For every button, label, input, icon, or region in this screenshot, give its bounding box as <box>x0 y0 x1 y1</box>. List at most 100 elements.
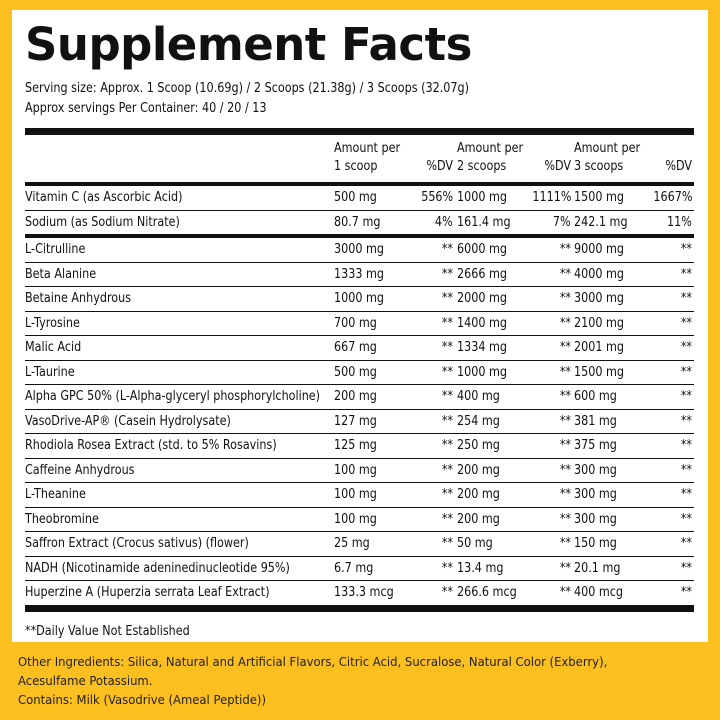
amount-1-scoop: 25 mg <box>334 536 370 551</box>
row-divider <box>25 531 694 532</box>
dv-1-scoop: ** <box>441 364 453 380</box>
amount-2-scoops: 400 mg <box>457 389 500 404</box>
amount-3-scoops: 300 mg <box>574 462 617 478</box>
row-divider <box>25 506 694 508</box>
dv-1-scoop: ** <box>441 511 453 527</box>
other-ingredients-line1: Other Ingredients: Silica, Natural and A… <box>18 654 608 669</box>
row-divider <box>25 310 694 312</box>
amount-2-scoops: 266.6 mcg <box>457 585 517 600</box>
amount-1-scoop: 1000 mg <box>334 291 385 306</box>
dv-1-scoop: ** <box>441 462 453 478</box>
supplement-facts-panel: Supplement Facts Serving size: Approx. 1… <box>12 10 708 642</box>
table-row: L-Citrulline 3000 mg ** 6000 mg ** 9000 mg ** <box>25 238 694 262</box>
dv-2-scoops: ** <box>559 536 571 551</box>
ingredient-name: L-Citrulline <box>25 242 86 257</box>
amount-1-scoop: 100 mg <box>334 511 377 527</box>
group-divider <box>25 234 694 238</box>
dv-3-scoops: 11% <box>667 214 692 230</box>
table-row: Huperzine A (Huperzia serrata Leaf Extra… <box>25 581 694 605</box>
table-row: Malic Acid 667 mg ** 1334 mg ** 2001 mg ** <box>25 336 694 360</box>
dv-1-scoop: 4% <box>435 214 453 230</box>
row-divider <box>25 359 694 361</box>
amount-1-scoop: 100 mg <box>334 487 377 502</box>
ingredient-name: Huperzine A (Huperzia serrata Leaf Extra… <box>25 585 270 600</box>
amount-2-scoops: 161.4 mg <box>457 214 511 230</box>
dv-3-scoops: ** <box>680 438 692 453</box>
row-divider <box>25 433 694 434</box>
amount-2-scoops: 250 mg <box>457 438 500 453</box>
amount-3-scoops: 300 mg <box>574 511 617 527</box>
table-row: L-Theanine 100 mg ** 200 mg ** 300 mg ** <box>25 483 694 507</box>
dv-3-scoops: ** <box>680 536 692 551</box>
ingredient-name: VasoDrive-AP® (Casein Hydrolysate) <box>25 413 231 429</box>
row-divider <box>25 261 694 263</box>
dv-3-scoops: ** <box>680 560 692 576</box>
amount-2-scoops: 200 mg <box>457 487 500 502</box>
contains-allergen: Contains: Milk (Vasodrive (Ameal Peptide… <box>18 692 266 707</box>
dv-3-scoops: ** <box>680 266 692 282</box>
amount-3-scoops: 242.1 mg <box>574 214 628 230</box>
dv-2-scoops: ** <box>559 242 571 257</box>
header-divider <box>25 182 694 186</box>
amount-2-scoops: 1000 mg <box>457 190 508 205</box>
dv-3-scoops: ** <box>680 585 692 600</box>
amount-1-scoop: 700 mg <box>334 315 377 331</box>
col3-header: Amount per 3 scoops <box>574 141 641 174</box>
amount-3-scoops: 1500 mg <box>574 190 625 205</box>
amount-3-scoops: 3000 mg <box>574 291 625 306</box>
amount-3-scoops: 9000 mg <box>574 242 625 257</box>
amount-3-scoops: 2001 mg <box>574 340 625 355</box>
table-row: Caffeine Anhydrous 100 mg ** 200 mg ** 300 mg… <box>25 459 694 483</box>
dv-3-scoops: ** <box>680 291 692 306</box>
dv-3-scoops: ** <box>680 413 692 429</box>
table-row: L-Taurine 500 mg ** 1000 mg ** 1500 mg ** <box>25 361 694 385</box>
ingredient-name: L-Tyrosine <box>25 315 80 331</box>
amount-3-scoops: 375 mg <box>574 438 617 453</box>
vitamins-minerals-group: Vitamin C (as Ascorbic Acid) 500 mg 556% 10… <box>25 186 694 234</box>
amount-2-scoops: 1000 mg <box>457 364 508 380</box>
amount-2-scoops: 254 mg <box>457 413 500 429</box>
ingredient-name: NADH (Nicotinamide adeninedinucleotide 9… <box>25 560 290 576</box>
table-row: L-Tyrosine 700 mg ** 1400 mg ** 2100 mg ** <box>25 312 694 336</box>
table-header: Amount per 1 scoop %DV Amount per 2 scoops… <box>25 135 694 179</box>
row-divider <box>25 580 694 581</box>
dv-3-scoops: ** <box>680 389 692 404</box>
dv-1-scoop: ** <box>441 389 453 404</box>
dv-2-scoops: ** <box>559 413 571 429</box>
dv-2-scoops: ** <box>559 487 571 502</box>
dv-1-scoop: 556% <box>421 190 453 205</box>
dv-1-scoop: ** <box>441 585 453 600</box>
dv-2-scoops: ** <box>559 340 571 355</box>
table-row: Beta Alanine 1333 mg ** 2666 mg ** 4000 mg ** <box>25 263 694 287</box>
amount-3-scoops: 4000 mg <box>574 266 625 282</box>
dv1-header: %DV <box>426 159 453 174</box>
dv-1-scoop: ** <box>441 315 453 331</box>
dv-1-scoop: ** <box>441 340 453 355</box>
amount-1-scoop: 3000 mg <box>334 242 385 257</box>
dv3-header: %DV <box>665 159 692 174</box>
dv-3-scoops: ** <box>680 364 692 380</box>
amount-2-scoops: 13.4 mg <box>457 560 504 576</box>
col2-header: Amount per 2 scoops <box>457 141 524 174</box>
dv-2-scoops: ** <box>559 438 571 453</box>
amount-3-scoops: 150 mg <box>574 536 617 551</box>
ingredient-name: Saffron Extract (Crocus sativus) (flower… <box>25 536 249 551</box>
amount-3-scoops: 400 mcg <box>574 585 624 600</box>
ingredient-name: Sodium (as Sodium Nitrate) <box>25 214 180 230</box>
servings-per-container: Approx servings Per Container: 40 / 20 /… <box>25 100 267 116</box>
dv-2-scoops: ** <box>559 462 571 478</box>
thick-divider <box>25 128 694 135</box>
row-divider <box>25 209 694 211</box>
amount-1-scoop: 80.7 mg <box>334 214 381 230</box>
dv-2-scoops: ** <box>559 389 571 404</box>
amount-1-scoop: 500 mg <box>334 364 377 380</box>
dv-2-scoops: ** <box>559 266 571 282</box>
amount-2-scoops: 2000 mg <box>457 291 508 306</box>
amount-2-scoops: 50 mg <box>457 536 493 551</box>
ingredient-name: Betaine Anhydrous <box>25 291 132 306</box>
amount-1-scoop: 667 mg <box>334 340 377 355</box>
ingredient-name: Theobromine <box>25 511 99 527</box>
table-row: VasoDrive-AP® (Casein Hydrolysate) 127 mg… <box>25 410 694 434</box>
dv-1-scoop: ** <box>441 487 453 502</box>
dv-2-scoops: ** <box>559 585 571 600</box>
